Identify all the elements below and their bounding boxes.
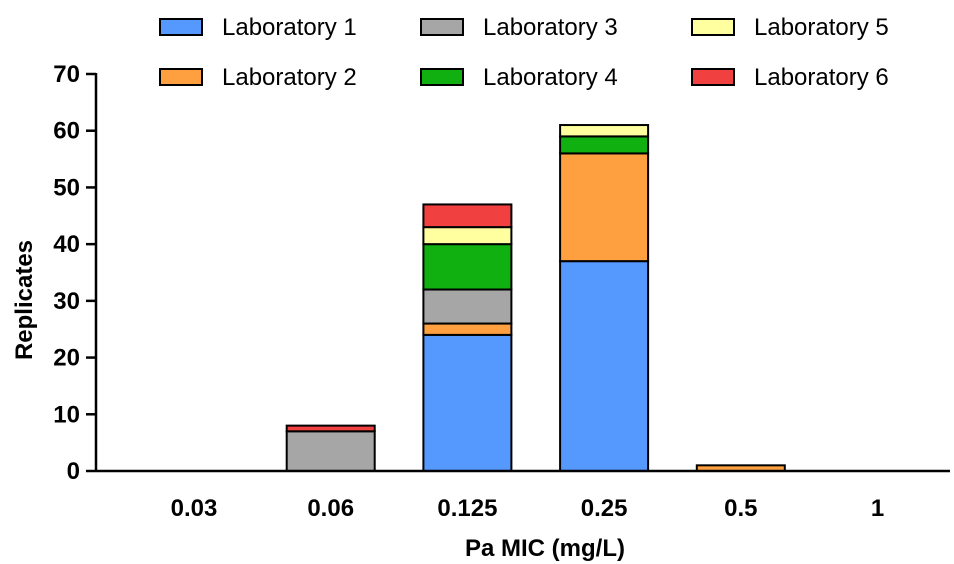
bar-segment-0_06-series-3 bbox=[285, 430, 376, 472]
bar-segment-0_125-series-5 bbox=[422, 226, 513, 246]
y-tick-label: 0 bbox=[67, 458, 80, 485]
legend-label: Laboratory 2 bbox=[222, 64, 357, 91]
legend-item-1: Laboratory 1 bbox=[159, 14, 357, 41]
bar-segment-0_125-series-1 bbox=[422, 333, 513, 472]
bars bbox=[285, 124, 786, 473]
legend-label: Laboratory 6 bbox=[754, 64, 889, 91]
legend-swatch bbox=[691, 68, 735, 86]
legend-item-4: Laboratory 4 bbox=[420, 64, 618, 91]
y-tick-label: 40 bbox=[53, 231, 80, 258]
bar-segment-0_125-series-4 bbox=[422, 243, 513, 291]
legend-label: Laboratory 4 bbox=[483, 64, 618, 91]
legend-swatch bbox=[159, 68, 203, 86]
x-tick-label: 0.5 bbox=[724, 495, 757, 522]
x-tick-label: 0.06 bbox=[307, 495, 354, 522]
bar-segment-0_25-series-4 bbox=[559, 135, 650, 155]
legend-swatch bbox=[420, 18, 464, 36]
y-tick-label: 20 bbox=[53, 345, 80, 372]
legend-item-6: Laboratory 6 bbox=[691, 64, 889, 91]
legend-item-3: Laboratory 3 bbox=[420, 14, 618, 41]
axes: 0 10 20 30 40 50 60 70 0.03 0.06 0.125 0.25 0.5 1 bbox=[53, 61, 950, 522]
bar-segment-0_06-series-6 bbox=[285, 424, 376, 433]
bar-segment-0_125-series-2 bbox=[422, 322, 513, 336]
x-tick-label: 0.125 bbox=[437, 495, 497, 522]
bar-segment-0_125-series-3 bbox=[422, 288, 513, 325]
y-tick-label: 70 bbox=[53, 61, 80, 88]
legend-swatch bbox=[159, 18, 203, 36]
legend-swatch bbox=[420, 68, 464, 86]
bar-segment-0_25-series-1 bbox=[559, 260, 650, 472]
legend: Laboratory 1 Laboratory 2 Laboratory 3 Labo… bbox=[159, 14, 889, 91]
legend-label: Laboratory 5 bbox=[754, 14, 889, 41]
y-tick-label: 50 bbox=[53, 174, 80, 201]
legend-item-5: Laboratory 5 bbox=[691, 14, 889, 41]
x-tick-label: 0.25 bbox=[581, 495, 628, 522]
bar-segment-0_25-series-5 bbox=[559, 124, 650, 138]
legend-item-2: Laboratory 2 bbox=[159, 64, 357, 91]
y-tick-label: 30 bbox=[53, 288, 80, 315]
bar-segment-0_25-series-2 bbox=[559, 152, 650, 263]
y-axis-title: Replicates bbox=[11, 240, 38, 360]
legend-label: Laboratory 1 bbox=[222, 14, 357, 41]
legend-label: Laboratory 3 bbox=[483, 14, 618, 41]
bar-segment-0_125-series-6 bbox=[422, 203, 513, 229]
y-tick-label: 10 bbox=[53, 401, 80, 428]
y-tick-label: 60 bbox=[53, 118, 80, 145]
x-tick-label: 1 bbox=[871, 495, 884, 522]
x-tick-label: 0.03 bbox=[171, 495, 218, 522]
legend-swatch bbox=[691, 18, 735, 36]
x-axis-title: Pa MIC (mg/L) bbox=[465, 535, 625, 562]
